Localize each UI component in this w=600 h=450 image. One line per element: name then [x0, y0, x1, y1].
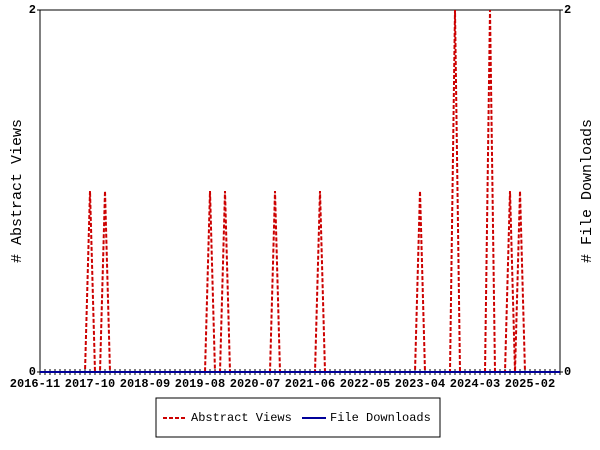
y2-axis-title: # File Downloads: [579, 119, 596, 263]
x-tick-label: 2022-05: [340, 377, 390, 391]
legend-label: File Downloads: [330, 411, 431, 425]
x-tick-label: 2025-02: [505, 377, 555, 391]
x-tick-label: 2024-03: [450, 377, 500, 391]
y-tick-label: 0: [29, 365, 36, 379]
x-tick-label: 2016-11: [10, 377, 60, 391]
x-tick-label: 2018-09: [120, 377, 170, 391]
y2-tick-label: 0: [564, 365, 571, 379]
y-tick-label: 2: [29, 3, 36, 17]
x-tick-label: 2017-10: [65, 377, 115, 391]
plot-frame: [39, 9, 561, 373]
data-line: [40, 9, 560, 373]
y-axis-title: # Abstract Views: [9, 119, 26, 263]
legend-label: Abstract Views: [191, 411, 292, 425]
legend-box: [155, 397, 441, 438]
y2-tick-label: 2: [564, 3, 571, 17]
x-tick-label: 2023-04: [395, 377, 445, 391]
x-tick-label: 2021-06: [285, 377, 335, 391]
x-tick-label: 2019-08: [175, 377, 225, 391]
x-tick-label: 2020-07: [230, 377, 280, 391]
